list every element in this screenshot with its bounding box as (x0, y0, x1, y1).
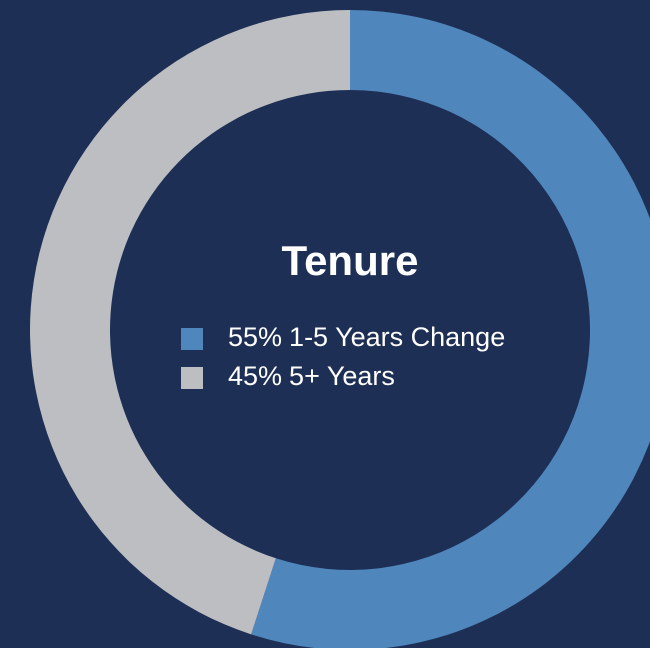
legend-label: 5+ Years (289, 361, 395, 391)
donut-slice (30, 10, 350, 635)
donut (30, 10, 650, 648)
chart-title: Tenure (282, 237, 419, 284)
legend-value: 55% (228, 322, 282, 352)
legend-swatch (181, 367, 203, 389)
legend-value: 45% (228, 361, 282, 391)
legend-label: 1-5 Years Change (289, 322, 505, 352)
donut-slice (251, 10, 650, 648)
legend-swatch (181, 328, 203, 350)
